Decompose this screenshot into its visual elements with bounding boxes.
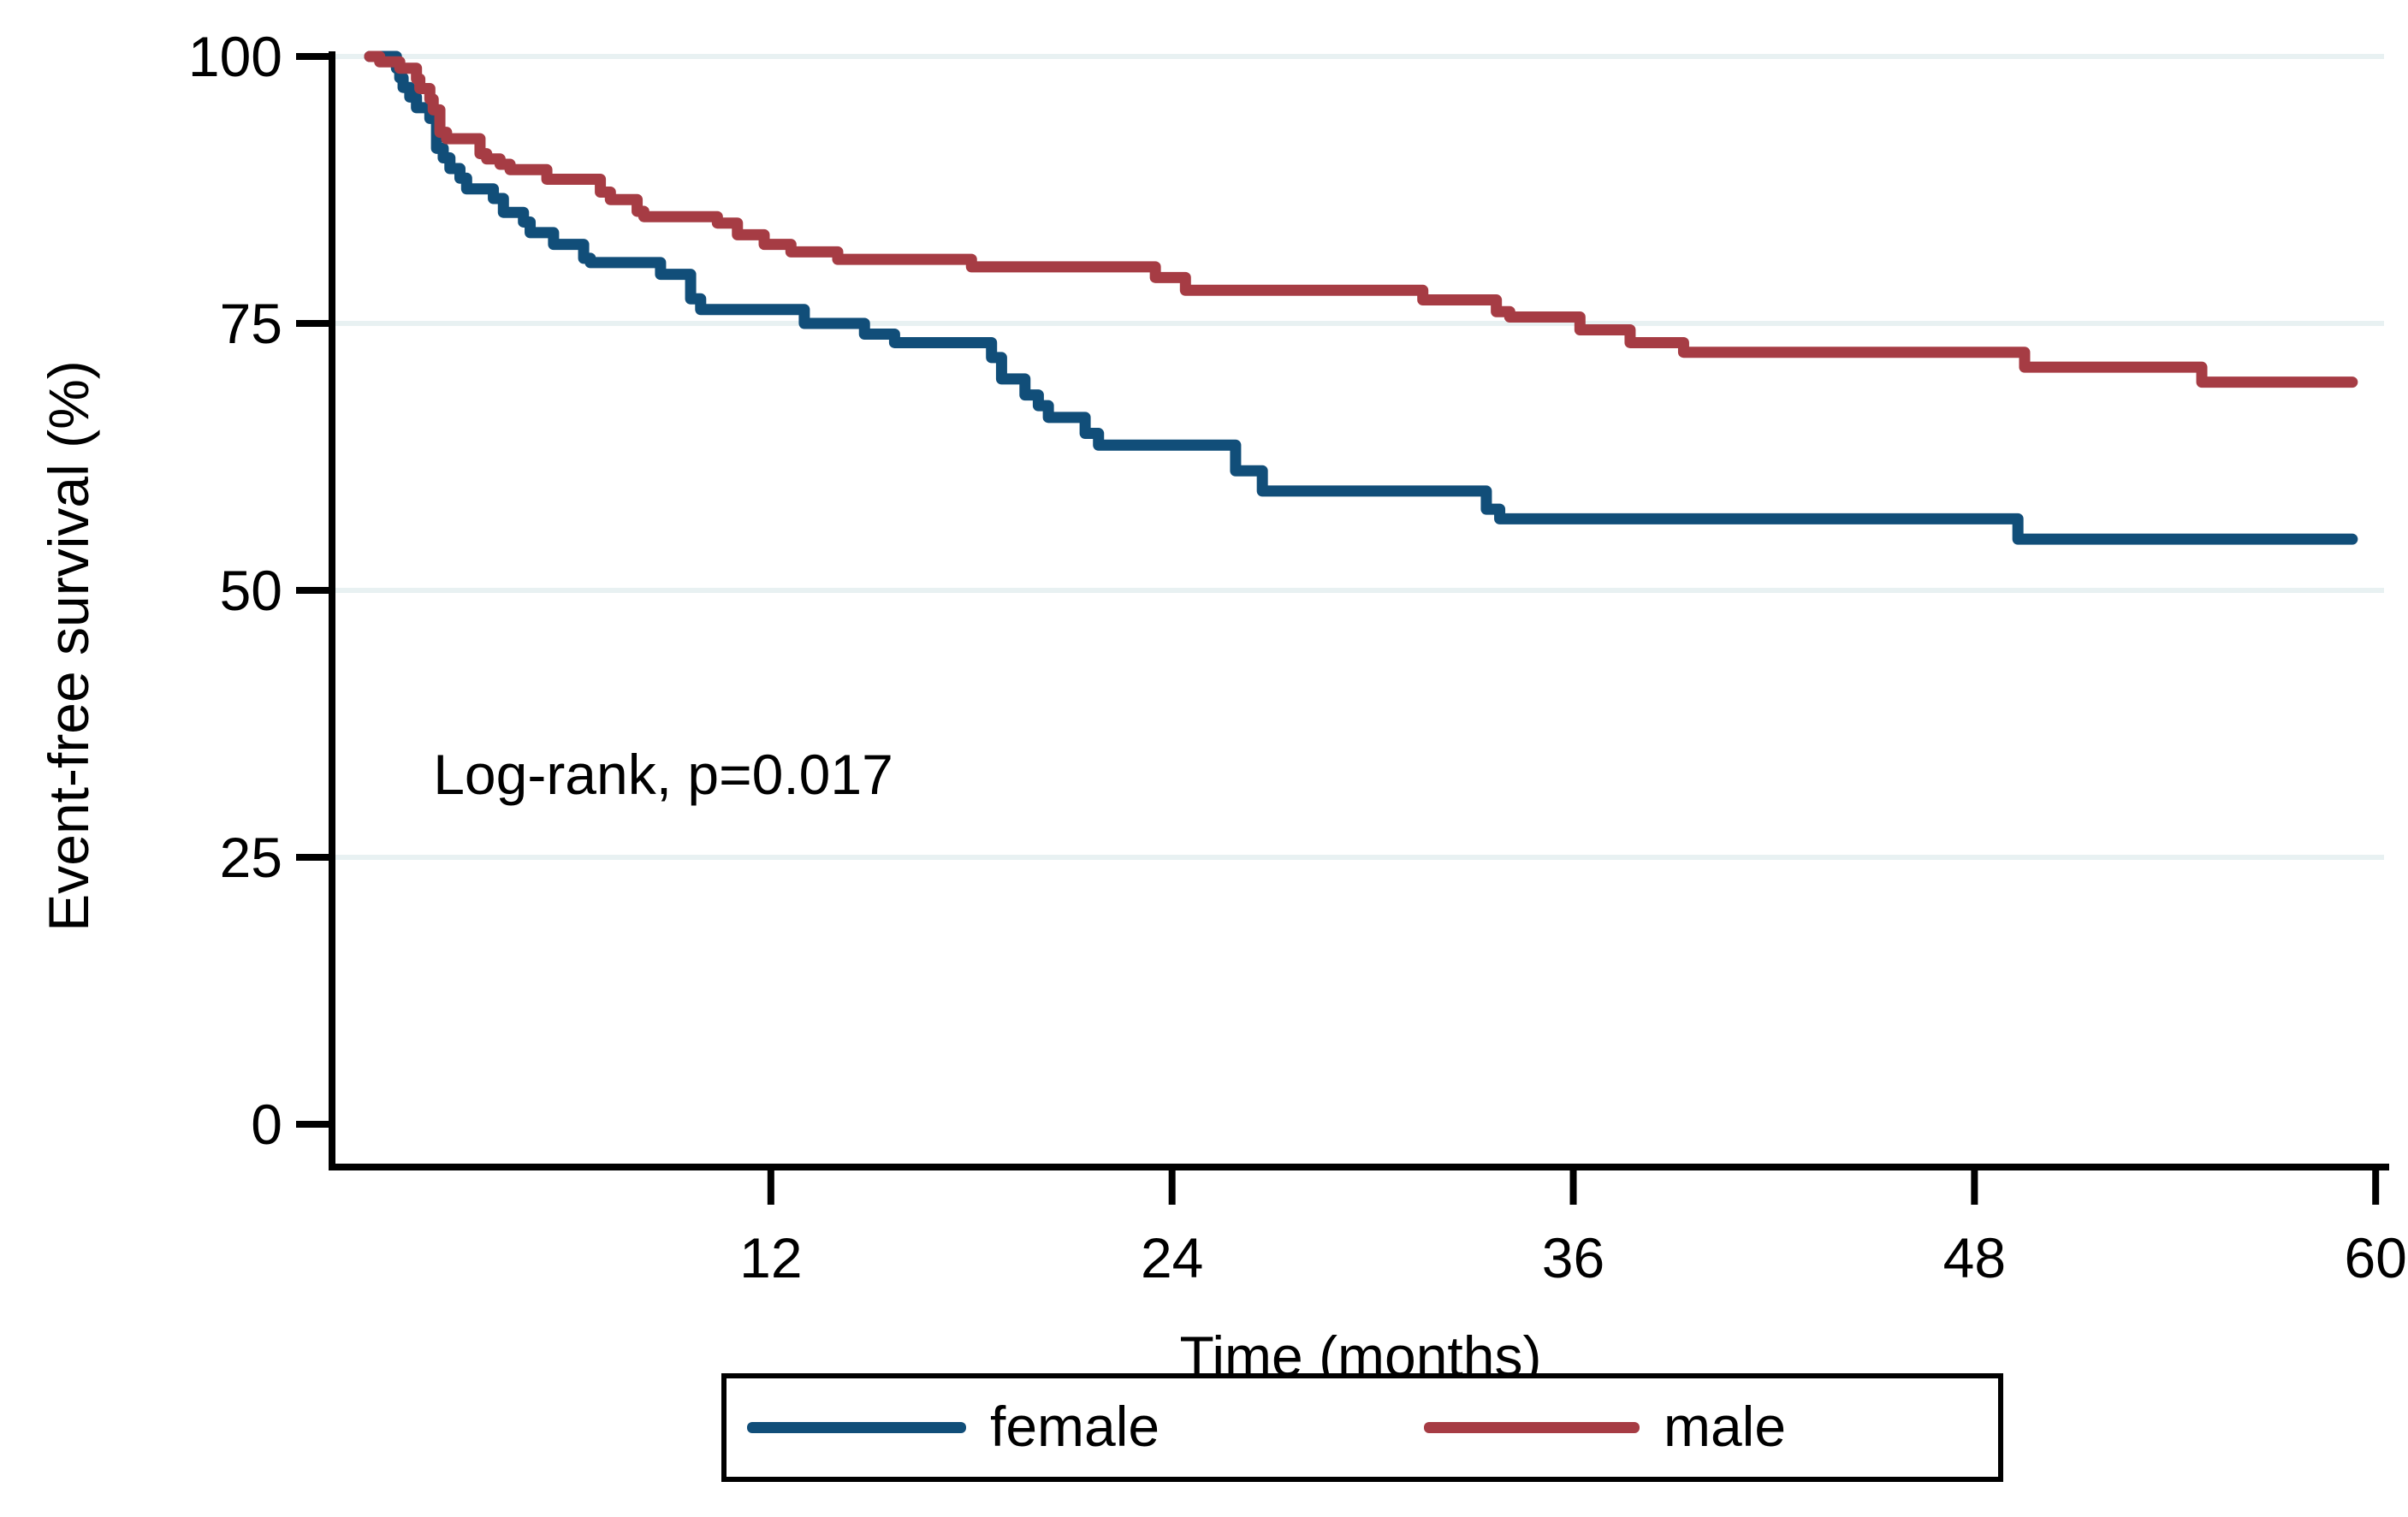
y-axis-title: Event-free survival (%) xyxy=(37,360,100,932)
logrank-annotation: Log-rank, p=0.017 xyxy=(433,742,893,806)
km-curve-female xyxy=(364,50,2358,545)
x-tick-label-60: 60 xyxy=(2344,1226,2407,1289)
y-tick-label-50: 50 xyxy=(219,559,282,622)
y-tick-label-25: 25 xyxy=(219,826,282,889)
legend-swatch-female xyxy=(747,1422,966,1433)
km-curve-male xyxy=(364,50,2358,388)
x-tick-label-48: 48 xyxy=(1942,1226,2007,1289)
y-tick-label-100: 100 xyxy=(187,25,282,88)
y-tick-label-0: 0 xyxy=(251,1093,282,1156)
x-tick-label-12: 12 xyxy=(739,1226,803,1289)
legend: female male xyxy=(721,1373,2003,1482)
legend-swatch-male xyxy=(1424,1422,1640,1433)
legend-label-male: male xyxy=(1664,1395,1787,1458)
x-tick-label-24: 24 xyxy=(1140,1226,1204,1289)
legend-label-female: female xyxy=(990,1395,1160,1458)
y-tick-label-75: 75 xyxy=(219,292,282,355)
x-tick-label-36: 36 xyxy=(1541,1226,1605,1289)
